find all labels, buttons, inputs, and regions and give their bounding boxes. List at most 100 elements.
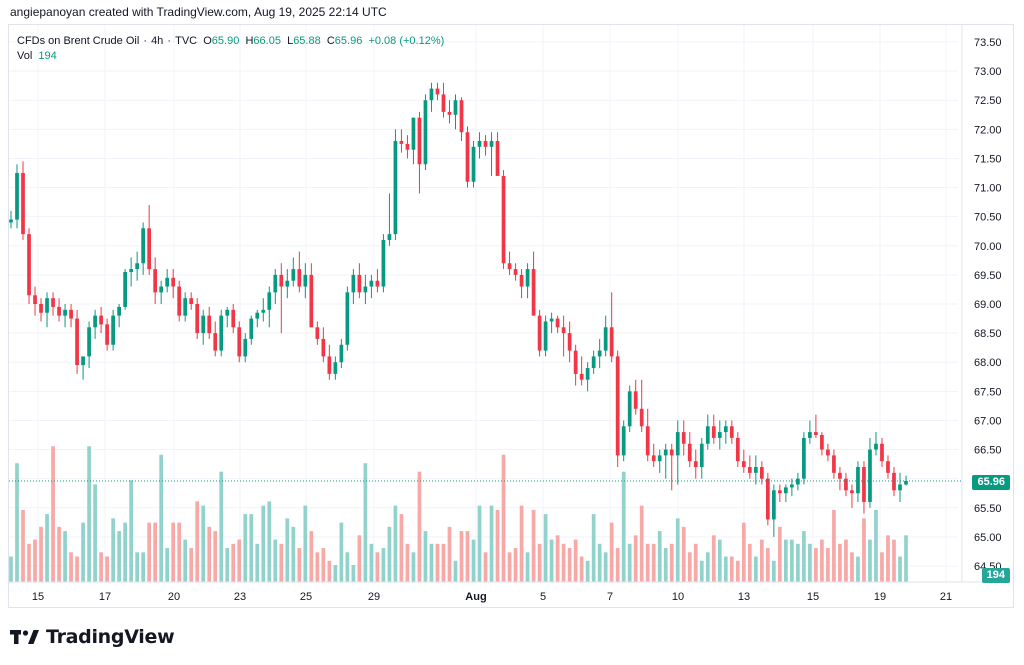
candle-body bbox=[261, 309, 266, 313]
volume-bar bbox=[771, 560, 776, 582]
candle-body bbox=[33, 295, 37, 304]
candle-body bbox=[357, 274, 362, 293]
candle-body bbox=[784, 487, 788, 494]
candle-body bbox=[615, 356, 620, 456]
x-tick-label: 10 bbox=[672, 591, 684, 603]
volume-bar bbox=[495, 509, 500, 582]
y-tick-label: 71.00 bbox=[974, 183, 1002, 195]
candle-body bbox=[279, 274, 284, 287]
candle-body bbox=[675, 432, 680, 456]
symbol-name[interactable]: CFDs on Brent Crude Oil bbox=[17, 35, 140, 47]
candle-body bbox=[886, 461, 890, 473]
time-axis[interactable]: 15 17 20 23 25 29 Aug 5 7 10 13 15 19 21 bbox=[32, 591, 952, 603]
candle-body bbox=[771, 490, 776, 520]
volume-bar bbox=[765, 548, 770, 582]
volume-bar bbox=[868, 539, 872, 582]
candle-body bbox=[711, 426, 716, 438]
candle-body bbox=[93, 315, 97, 328]
volume-bar bbox=[705, 552, 710, 582]
candle-body bbox=[645, 426, 650, 456]
volume-bar bbox=[51, 446, 55, 582]
volume-bar bbox=[141, 552, 146, 582]
volume-bar bbox=[814, 548, 818, 582]
volume-bar bbox=[201, 505, 206, 582]
volume-bar bbox=[633, 535, 638, 582]
volume-bar bbox=[784, 539, 788, 582]
candle-body bbox=[597, 350, 602, 357]
candle-body bbox=[375, 280, 380, 287]
volume-bar bbox=[339, 522, 344, 582]
volume-bar bbox=[207, 526, 212, 582]
candle-body bbox=[609, 327, 614, 357]
close-value: 65.96 bbox=[334, 35, 363, 47]
candle-body bbox=[663, 449, 668, 456]
candle-body bbox=[183, 298, 188, 316]
volume-bar bbox=[603, 552, 608, 582]
candle-body bbox=[243, 338, 248, 357]
candle-body bbox=[549, 318, 554, 322]
volume-bar bbox=[615, 548, 620, 582]
x-tick-label: 29 bbox=[368, 591, 380, 603]
volume-bar bbox=[231, 543, 236, 582]
candle-body bbox=[627, 391, 632, 427]
candle-body bbox=[303, 274, 308, 287]
x-tick-label: 15 bbox=[807, 591, 819, 603]
x-tick-label: Aug bbox=[465, 591, 486, 603]
y-tick-label: 67.00 bbox=[974, 415, 1002, 427]
candle-body bbox=[423, 100, 428, 165]
candle-body bbox=[759, 467, 764, 479]
candle-body bbox=[639, 408, 644, 427]
volume-bar bbox=[189, 548, 194, 582]
volume-bar bbox=[345, 552, 350, 582]
volume-bar bbox=[237, 539, 242, 582]
volume-bar bbox=[453, 560, 458, 582]
candle-body bbox=[333, 362, 338, 374]
volume-bar bbox=[681, 526, 686, 582]
volume-bar bbox=[651, 543, 656, 582]
candle-body bbox=[495, 140, 500, 176]
candle-body bbox=[904, 480, 908, 485]
volume-bar bbox=[898, 556, 902, 582]
volume-bar bbox=[57, 526, 61, 582]
candle-body bbox=[417, 117, 422, 165]
volume-bar bbox=[195, 501, 200, 582]
volume-bar bbox=[693, 543, 698, 582]
volume-bar bbox=[808, 543, 812, 582]
candle-body bbox=[735, 437, 740, 462]
volume-bar bbox=[729, 556, 734, 582]
candle-body bbox=[75, 318, 79, 366]
chart-caption: angiepanoyan created with TradingView.co… bbox=[10, 5, 387, 19]
volume-bar bbox=[874, 509, 878, 582]
y-tick-label: 71.50 bbox=[974, 153, 1002, 165]
volume-bar bbox=[369, 543, 374, 582]
candle-body bbox=[207, 315, 212, 334]
candle-body bbox=[477, 140, 482, 147]
close-label: C bbox=[326, 35, 335, 47]
brand-name: TradingView bbox=[46, 626, 175, 648]
volume-bar bbox=[820, 539, 824, 582]
volume-bar bbox=[255, 543, 260, 582]
volume-bar bbox=[609, 522, 614, 582]
candle-body bbox=[868, 449, 872, 502]
y-tick-label: 65.50 bbox=[974, 503, 1002, 515]
volume-bar bbox=[297, 548, 302, 582]
volume-bar bbox=[441, 543, 446, 582]
volume-bar bbox=[411, 552, 416, 582]
volume-bar bbox=[777, 526, 782, 582]
candle-body bbox=[717, 432, 722, 438]
tradingview-logo[interactable]: TradingView bbox=[10, 626, 175, 648]
candle-body bbox=[63, 309, 67, 316]
candle-body bbox=[669, 449, 674, 456]
candle-body bbox=[123, 271, 127, 307]
volume-bar bbox=[243, 514, 248, 582]
y-tick-label: 70.50 bbox=[974, 212, 1002, 224]
y-tick-label: 65.00 bbox=[974, 532, 1002, 544]
volume-bar bbox=[279, 543, 284, 582]
candle-body bbox=[513, 269, 518, 275]
candle-body bbox=[393, 140, 398, 235]
interval[interactable]: 4h bbox=[151, 35, 164, 47]
y-tick-label: 67.50 bbox=[974, 386, 1002, 398]
candle-body bbox=[27, 234, 31, 296]
change-value: +0.08 (+0.12%) bbox=[368, 35, 445, 47]
